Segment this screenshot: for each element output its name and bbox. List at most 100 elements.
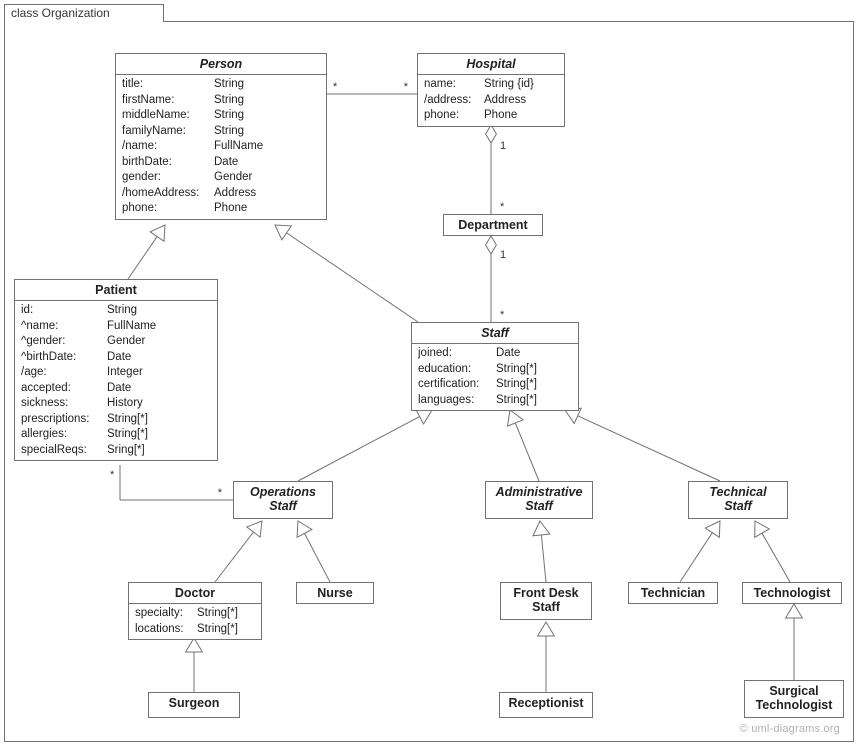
- attr-row: name:String {id}: [424, 77, 558, 93]
- class-title: Hospital: [418, 54, 564, 75]
- class-title: Person: [116, 54, 326, 75]
- class-technologist: Technologist: [742, 582, 842, 604]
- attr-row: phone:Phone: [424, 108, 558, 124]
- attr-type: FullName: [214, 139, 263, 155]
- class-title: Department: [444, 215, 542, 235]
- class-attrs: id:String^name:FullName^gender:Gender^bi…: [15, 301, 217, 460]
- attr-type: String: [214, 124, 244, 140]
- class-title: Technician: [629, 583, 717, 603]
- attr-type: String[*]: [496, 393, 537, 409]
- attr-key: /address:: [424, 93, 484, 109]
- attr-row: title:String: [122, 77, 320, 93]
- class-ops_staff: OperationsStaff: [233, 481, 333, 519]
- attr-type: Gender: [107, 334, 145, 350]
- attr-row: /age:Integer: [21, 365, 211, 381]
- attr-key: accepted:: [21, 381, 107, 397]
- class-patient: Patientid:String^name:FullName^gender:Ge…: [14, 279, 218, 461]
- attr-type: Date: [214, 155, 238, 171]
- attr-row: specialReqs:Sring[*]: [21, 443, 211, 459]
- attr-type: String: [107, 303, 137, 319]
- attr-type: Date: [496, 346, 520, 362]
- class-attrs: name:String {id}/address:Addressphone:Ph…: [418, 75, 564, 126]
- class-title: Patient: [15, 280, 217, 301]
- attr-type: History: [107, 396, 143, 412]
- attr-type: String: [214, 93, 244, 109]
- attr-type: Address: [484, 93, 526, 109]
- attr-type: Date: [107, 350, 131, 366]
- attr-key: /name:: [122, 139, 214, 155]
- attr-key: ^gender:: [21, 334, 107, 350]
- attr-key: allergies:: [21, 427, 107, 443]
- class-attrs: joined:Dateeducation:String[*]certificat…: [412, 344, 578, 410]
- class-attrs: specialty:String[*]locations:String[*]: [129, 604, 261, 639]
- class-surgeon: Surgeon: [148, 692, 240, 718]
- attr-type: String[*]: [197, 622, 238, 638]
- attr-key: phone:: [122, 201, 214, 217]
- class-admin_staff: AdministrativeStaff: [485, 481, 593, 519]
- frame-label-text: class Organization: [11, 6, 110, 20]
- attr-key: certification:: [418, 377, 496, 393]
- attr-row: prescriptions:String[*]: [21, 412, 211, 428]
- attr-type: Phone: [214, 201, 247, 217]
- attr-row: phone:Phone: [122, 201, 320, 217]
- attr-row: /name:FullName: [122, 139, 320, 155]
- attr-type: String: [214, 108, 244, 124]
- attr-row: /homeAddress:Address: [122, 186, 320, 202]
- attr-type: FullName: [107, 319, 156, 335]
- attr-key: gender:: [122, 170, 214, 186]
- attr-row: specialty:String[*]: [135, 606, 255, 622]
- attr-row: familyName:String: [122, 124, 320, 140]
- class-title: Staff: [412, 323, 578, 344]
- class-hospital: Hospitalname:String {id}/address:Address…: [417, 53, 565, 127]
- attr-row: middleName:String: [122, 108, 320, 124]
- attr-key: title:: [122, 77, 214, 93]
- attr-type: String[*]: [496, 377, 537, 393]
- class-title: SurgicalTechnologist: [745, 681, 843, 717]
- attr-row: locations:String[*]: [135, 622, 255, 638]
- attr-row: sickness:History: [21, 396, 211, 412]
- attr-key: birthDate:: [122, 155, 214, 171]
- diagram-frame: class Organization **1*1*** © uml-diagra…: [0, 0, 860, 747]
- attr-row: joined:Date: [418, 346, 572, 362]
- attr-key: /homeAddress:: [122, 186, 214, 202]
- attr-key: prescriptions:: [21, 412, 107, 428]
- attr-key: phone:: [424, 108, 484, 124]
- attr-key: id:: [21, 303, 107, 319]
- attr-type: Address: [214, 186, 256, 202]
- attr-key: ^birthDate:: [21, 350, 107, 366]
- class-title: OperationsStaff: [234, 482, 332, 518]
- class-tech_staff: TechnicalStaff: [688, 481, 788, 519]
- class-title: TechnicalStaff: [689, 482, 787, 518]
- attr-type: String[*]: [107, 427, 148, 443]
- attr-type: String[*]: [496, 362, 537, 378]
- attr-type: Gender: [214, 170, 252, 186]
- attr-row: certification:String[*]: [418, 377, 572, 393]
- attr-row: birthDate:Date: [122, 155, 320, 171]
- attr-key: specialReqs:: [21, 443, 107, 459]
- attr-row: /address:Address: [424, 93, 558, 109]
- attr-row: allergies:String[*]: [21, 427, 211, 443]
- class-staff: Staffjoined:Dateeducation:String[*]certi…: [411, 322, 579, 411]
- attr-type: String: [214, 77, 244, 93]
- attr-row: ^birthDate:Date: [21, 350, 211, 366]
- attr-key: specialty:: [135, 606, 197, 622]
- attr-key: sickness:: [21, 396, 107, 412]
- class-front_desk: Front DeskStaff: [500, 582, 592, 620]
- class-department: Department: [443, 214, 543, 236]
- attr-key: education:: [418, 362, 496, 378]
- class-nurse: Nurse: [296, 582, 374, 604]
- class-attrs: title:StringfirstName:StringmiddleName:S…: [116, 75, 326, 219]
- attr-key: locations:: [135, 622, 197, 638]
- attr-row: ^name:FullName: [21, 319, 211, 335]
- attr-row: id:String: [21, 303, 211, 319]
- watermark: © uml-diagrams.org: [740, 723, 840, 735]
- attr-row: accepted:Date: [21, 381, 211, 397]
- attr-type: Phone: [484, 108, 517, 124]
- attr-type: Sring[*]: [107, 443, 145, 459]
- class-person: Persontitle:StringfirstName:Stringmiddle…: [115, 53, 327, 220]
- attr-row: gender:Gender: [122, 170, 320, 186]
- class-receptionist: Receptionist: [499, 692, 593, 718]
- class-technician: Technician: [628, 582, 718, 604]
- class-title: Technologist: [743, 583, 841, 603]
- attr-key: firstName:: [122, 93, 214, 109]
